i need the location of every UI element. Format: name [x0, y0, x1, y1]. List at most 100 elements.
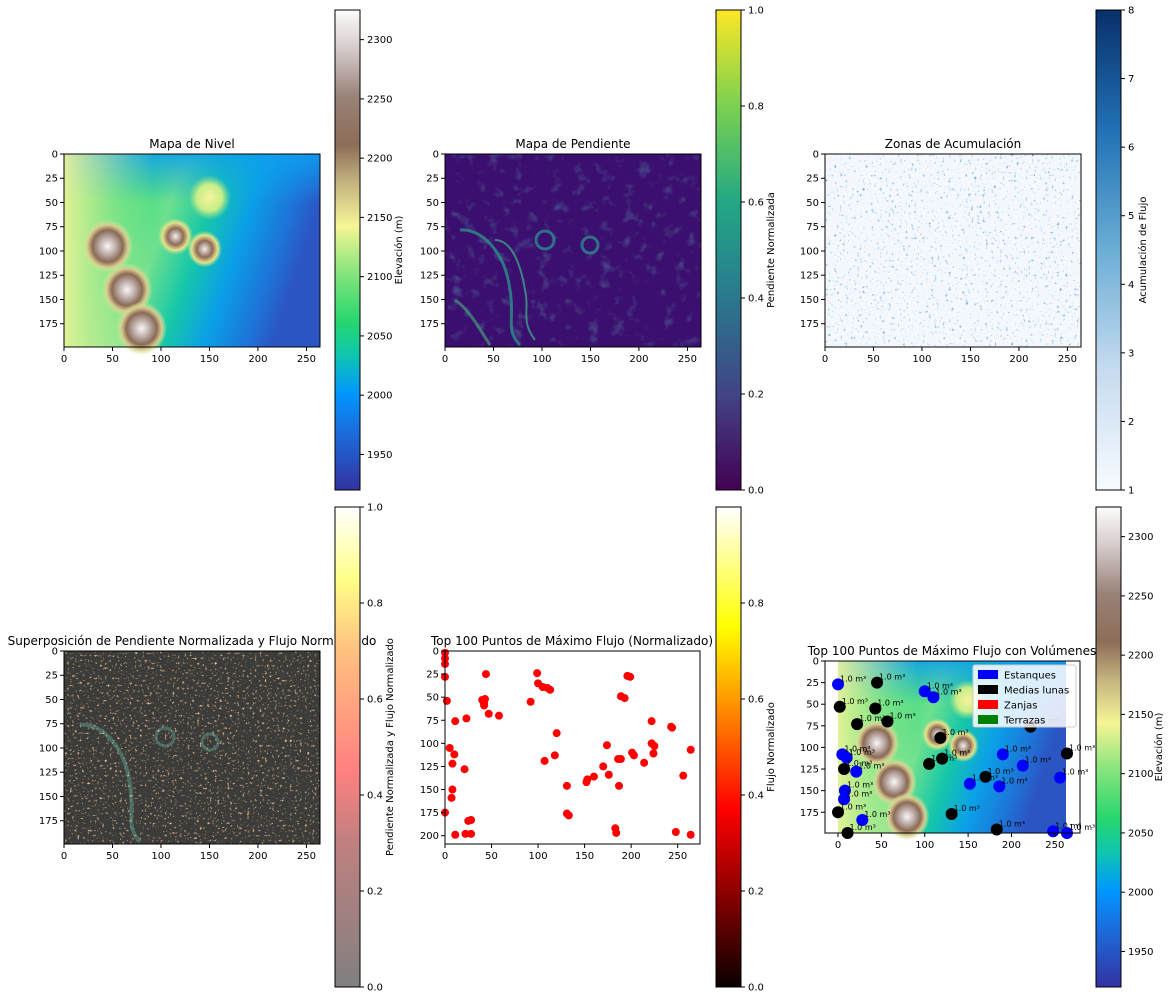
colorbar-tick-label: 3 [1128, 348, 1134, 359]
y-tick-label: 0 [52, 647, 58, 658]
colorbar-tick-label: 0.4 [748, 791, 764, 802]
terrain-peak [116, 302, 167, 356]
volume-label: 1.0 m³ [844, 744, 870, 753]
x-tick-label: 200 [248, 851, 267, 862]
colorbar-tick-label: 2200 [1128, 651, 1153, 662]
colorbar-tick-label: 1.0 [748, 6, 764, 17]
legend-label: Zanjas [1004, 701, 1037, 712]
x-tick-label: 150 [200, 851, 219, 862]
volume-label: 1.0 m³ [859, 714, 885, 723]
colorbar-tick-label: 2150 [367, 213, 392, 224]
colorbar-tick-label: 2 [1128, 417, 1134, 428]
scatter-point [462, 714, 471, 723]
terrain-peak [187, 230, 223, 268]
plot-frame [444, 650, 701, 845]
heatmap-image [64, 154, 320, 356]
volume-label: 1.0 m³ [889, 712, 915, 721]
colorbar-tick-label: 2200 [367, 154, 392, 165]
terrain-peak [947, 729, 979, 763]
scatter-point [927, 691, 940, 704]
y-tick-label: 175 [800, 808, 819, 819]
colorbar-tick-label: 1950 [1128, 947, 1153, 958]
scatter-point [979, 770, 992, 783]
y-tick-label: 75 [806, 721, 819, 732]
scatter-point [612, 828, 621, 837]
colorbar-tick-label: 2050 [1128, 828, 1153, 839]
scatter-point [936, 752, 949, 765]
scatter-point [679, 771, 688, 780]
scatter-point [615, 781, 624, 790]
colorbar-tick-label: 2250 [367, 94, 392, 105]
scatter-point [1016, 759, 1029, 772]
y-tick-label: 0 [433, 647, 439, 658]
colorbar-label: Flujo Normalizado [766, 702, 777, 792]
x-tick-label: 0 [822, 354, 828, 365]
scatter-point [451, 830, 460, 839]
scatter-point [671, 827, 680, 836]
colorbar-label: Pendiente Normalizada [766, 192, 777, 308]
y-tick-label: 150 [39, 792, 58, 803]
volume-label: 1.0 m³ [877, 699, 903, 708]
x-tick-label: 50 [485, 851, 498, 862]
x-tick-label: 200 [622, 851, 641, 862]
colorbar-label: Elevación (m) [393, 216, 405, 285]
panel-top-points-scatter: Top 100 Puntos de Máximo Flujo (Normaliz… [420, 506, 777, 994]
scatter-point [838, 763, 851, 776]
colorbar [1095, 9, 1122, 491]
colorbar-tick-label: 0.0 [748, 983, 764, 994]
scatter-point [934, 731, 947, 744]
x-tick-label: 150 [959, 840, 978, 851]
volume-label: 1.0 m³ [840, 674, 866, 683]
volume-label: 1.0 m³ [879, 673, 905, 682]
legend-swatch [978, 670, 998, 679]
scatter-point [850, 765, 863, 778]
colorbar-tick-label: 0.2 [367, 887, 383, 898]
y-tick-label: 150 [39, 295, 58, 306]
y-tick-label: 125 [420, 762, 439, 773]
legend-label: Terrazas [1003, 716, 1045, 727]
x-tick-label: 250 [297, 354, 316, 365]
y-tick-label: 50 [806, 700, 819, 711]
colorbar-tick-label: 1950 [367, 450, 392, 461]
panel-accumulation-map: Zonas de Acumulación 0 50 100 150 200 2500255… [800, 6, 1149, 497]
terrain-peak [82, 219, 133, 273]
y-tick-label: 150 [800, 295, 819, 306]
scatter-point [1060, 747, 1073, 760]
scatter-point [647, 717, 656, 726]
scatter-point [589, 772, 598, 781]
scatter-point [993, 780, 1006, 793]
volume-label: 1.0 m³ [944, 749, 970, 758]
scatter-point [626, 672, 635, 681]
x-tick-label: 150 [581, 354, 600, 365]
x-tick-label: 250 [1045, 840, 1064, 851]
volume-label: 1.0 m³ [840, 802, 866, 811]
y-tick-label: 175 [420, 808, 439, 819]
y-tick-label: 50 [806, 198, 819, 209]
scatter-point [851, 718, 864, 731]
terrain-peak [188, 175, 231, 221]
y-tick-label: 0 [433, 150, 439, 161]
x-tick-label: 100 [151, 851, 170, 862]
colorbar-tick-label: 4 [1128, 280, 1134, 291]
colorbar-tick-label: 2050 [367, 331, 392, 342]
colorbar [334, 506, 361, 988]
x-tick-label: 50 [867, 354, 880, 365]
y-tick-label: 125 [800, 271, 819, 282]
x-tick-label: 200 [1002, 840, 1021, 851]
scatter-point [526, 697, 535, 706]
legend: Estanques Medias lunas Zanjas Terrazas [972, 664, 1077, 728]
scatter-point [445, 743, 454, 752]
x-tick-label: 250 [668, 851, 687, 862]
y-tick-label: 50 [426, 693, 439, 704]
x-tick-label: 250 [297, 851, 316, 862]
x-tick-label: 200 [1009, 354, 1028, 365]
volume-label: 1.0 m³ [942, 728, 968, 737]
scatter-point [1047, 825, 1060, 838]
legend-swatch [978, 685, 998, 694]
chart-title: Zonas de Acumulación [885, 137, 1021, 151]
scatter-point [599, 762, 608, 771]
volume-label: 1.0 m³ [935, 687, 961, 696]
x-tick-label: 200 [248, 354, 267, 365]
terrain-peak [158, 218, 193, 255]
colorbar-tick-label: 0.6 [748, 695, 764, 706]
